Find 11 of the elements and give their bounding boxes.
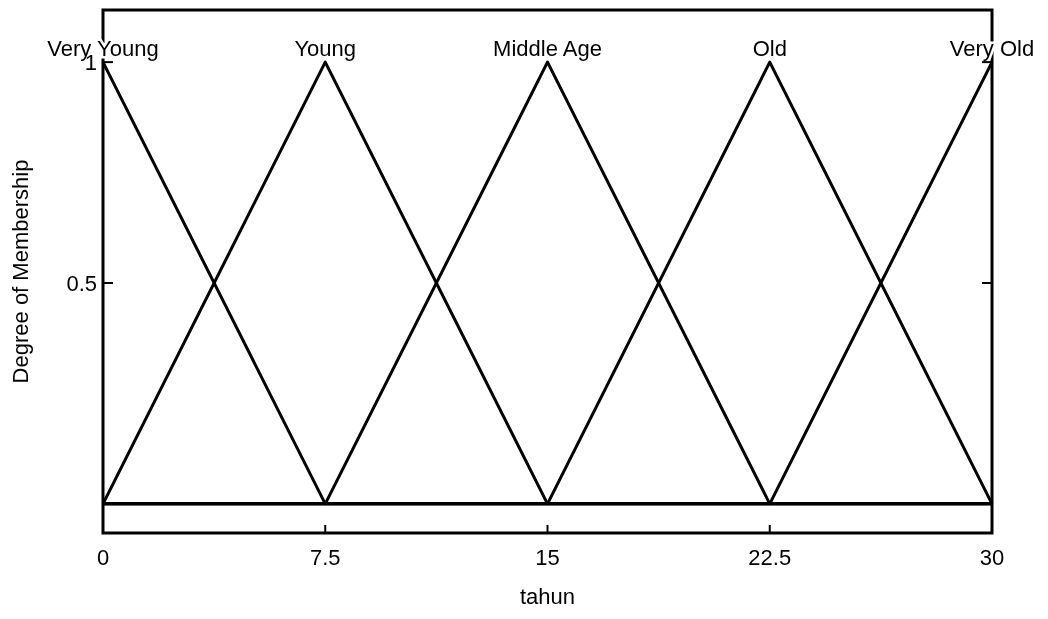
series-label: Old: [752, 36, 787, 62]
x-tick-label: 22.5: [748, 545, 792, 570]
y-tick-label: 0.5: [66, 270, 97, 296]
series-label: Middle Age: [493, 36, 602, 62]
x-tick-label: 15: [535, 545, 560, 570]
x-tick-label: 7.5: [309, 545, 341, 570]
y-axis-title: Degree of Membership: [8, 159, 33, 384]
x-tick-label: 0: [96, 545, 110, 570]
x-axis-title: tahun: [519, 584, 576, 609]
series-label: Young: [294, 36, 357, 62]
x-tick-label: 30: [979, 545, 1005, 570]
